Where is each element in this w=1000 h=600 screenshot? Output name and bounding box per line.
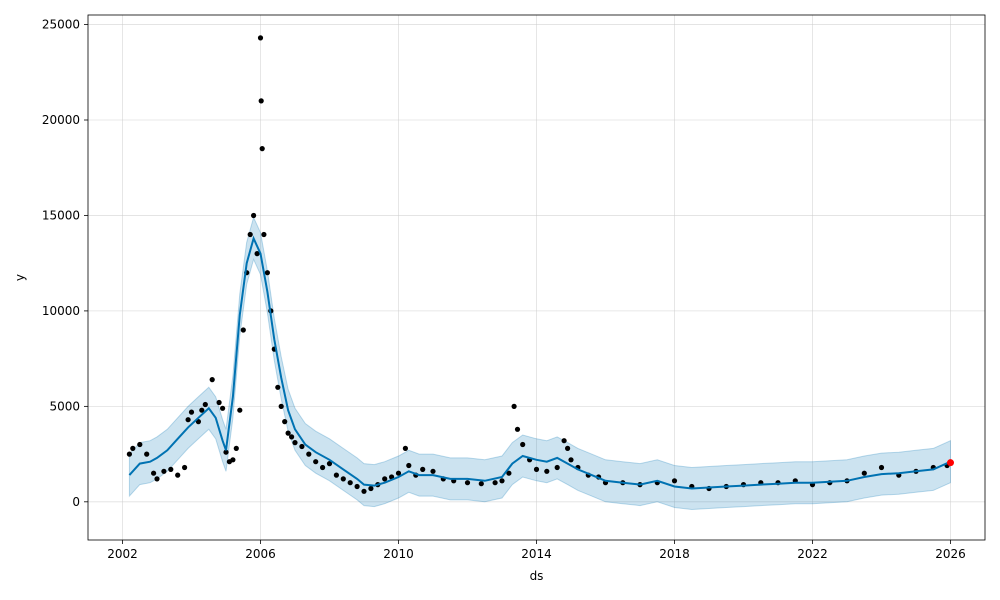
grid <box>88 15 985 540</box>
x-tick-label: 2002 <box>107 547 138 561</box>
observed-point <box>671 478 678 484</box>
observed-point <box>254 251 260 257</box>
observed-point <box>261 231 267 238</box>
observed-point <box>499 478 505 484</box>
observed-point <box>511 403 517 409</box>
observed-point <box>216 399 222 406</box>
y-tick-label: 25000 <box>42 18 80 32</box>
observed-point <box>233 445 239 451</box>
observed-point <box>554 464 560 471</box>
observed-point <box>299 443 305 450</box>
observed-point <box>202 401 208 408</box>
observed-point <box>285 430 291 436</box>
observed-point <box>395 470 402 476</box>
y-tick-label: 20000 <box>42 113 80 127</box>
observed-point <box>230 457 236 463</box>
observed-point <box>878 464 885 471</box>
observed-point <box>464 480 471 486</box>
observed-point <box>520 441 526 448</box>
x-axis-label: ds <box>530 569 544 583</box>
observed-point <box>154 476 160 482</box>
observed-point <box>478 481 484 487</box>
x-tick-label: 2018 <box>659 547 690 561</box>
observed-point <box>247 231 253 238</box>
observed-point <box>258 98 264 104</box>
observed-point <box>406 462 412 469</box>
observed-point <box>320 464 326 471</box>
x-tick-label: 2006 <box>245 547 276 561</box>
observed-point <box>289 434 295 440</box>
observed-point <box>347 480 353 486</box>
latest-observation-point <box>947 459 954 467</box>
observed-point <box>275 384 281 390</box>
observed-point <box>354 483 360 490</box>
observed-point <box>326 461 333 467</box>
observed-point <box>420 466 426 472</box>
observed-point <box>168 466 174 472</box>
observed-point <box>151 470 157 476</box>
observed-point <box>130 445 136 451</box>
observed-point <box>533 466 540 472</box>
observed-point <box>209 377 215 383</box>
observed-point <box>257 35 264 41</box>
observed-point <box>144 451 150 457</box>
observed-point <box>175 472 181 478</box>
observed-point <box>368 485 374 492</box>
observed-point <box>188 409 195 415</box>
observed-point <box>430 468 436 474</box>
x-tick-label: 2022 <box>797 547 828 561</box>
observed-point <box>126 451 132 457</box>
observed-point <box>185 417 191 423</box>
observed-point <box>333 472 339 478</box>
observed-point <box>306 451 312 457</box>
uncertainty-interval-band <box>128 215 951 511</box>
observed-point <box>251 212 257 219</box>
observed-point <box>361 488 367 494</box>
observed-point <box>264 270 270 276</box>
observed-point <box>223 449 229 455</box>
observed-point <box>292 440 298 446</box>
observed-point <box>492 480 498 486</box>
observed-point <box>565 445 571 451</box>
y-axis-label: y <box>13 274 27 281</box>
y-tick-label: 5000 <box>49 399 80 413</box>
observed-point <box>514 426 521 432</box>
observed-point <box>568 457 574 463</box>
observed-point <box>313 459 319 465</box>
observed-point <box>259 146 265 152</box>
observed-point <box>544 468 550 474</box>
observed-point <box>382 476 388 482</box>
x-tick-label: 2026 <box>935 547 966 561</box>
y-axis-ticks: 0 5000 10000 15000 20000 25000 <box>42 18 88 509</box>
y-tick-label: 0 <box>72 495 80 509</box>
observed-point <box>561 438 567 444</box>
observed-point <box>861 470 867 476</box>
observed-point <box>237 407 243 413</box>
observed-point <box>340 476 346 482</box>
observed-point <box>220 405 226 411</box>
y-tick-label: 15000 <box>42 208 80 222</box>
y-tick-label: 10000 <box>42 304 80 318</box>
observed-point <box>402 445 408 451</box>
observed-point <box>278 403 284 409</box>
x-axis-ticks: 2002 2006 2010 2014 2018 2022 2026 <box>107 540 966 561</box>
observed-point <box>240 327 246 333</box>
observed-point <box>506 470 512 476</box>
observed-point <box>161 468 167 474</box>
observed-point <box>282 419 288 425</box>
observed-point <box>182 464 188 471</box>
observed-point <box>199 407 205 413</box>
x-tick-label: 2010 <box>383 547 414 561</box>
observed-point <box>137 441 143 448</box>
observed-points <box>126 35 950 494</box>
forecast-line <box>128 235 951 490</box>
x-tick-label: 2014 <box>521 547 552 561</box>
